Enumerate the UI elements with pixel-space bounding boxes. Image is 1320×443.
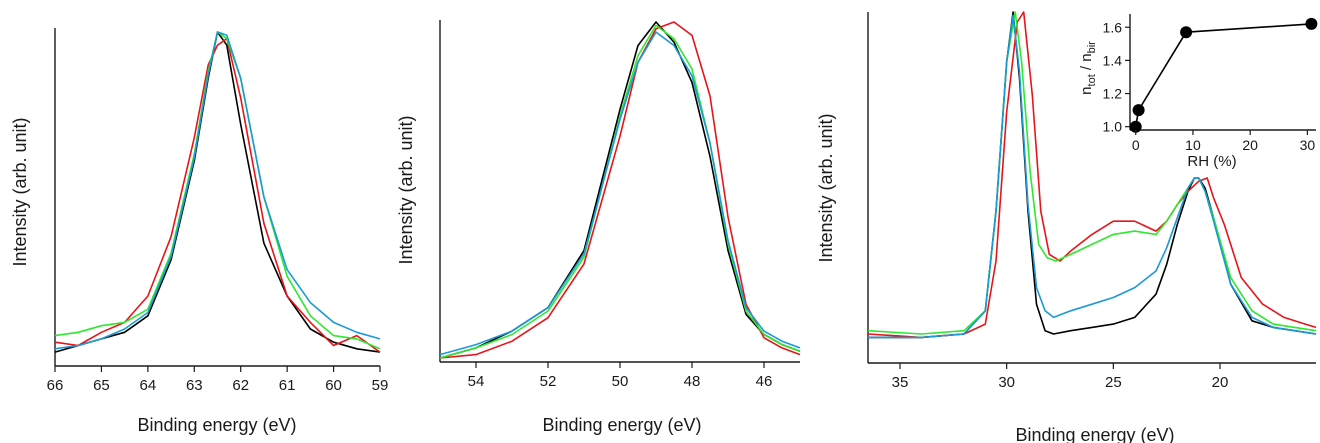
panel-3-y-axis-label: Intensity (arb. unit)	[816, 113, 836, 262]
inset-x-ticks: 0 10 20 30	[1132, 130, 1316, 153]
panel-2-x-tick-label: 46	[756, 373, 773, 390]
panel-3-x-tick-label: 30	[998, 374, 1015, 391]
panel-3-series-red-line	[867, 11, 1317, 339]
panel-1-series-black-line	[54, 31, 381, 353]
panel-1-x-tick-label: 59	[372, 377, 389, 394]
inset-point	[1305, 17, 1318, 30]
panel-1-x-tick-label: 61	[279, 377, 296, 394]
panel-3-x-ticks: 35 30 25 20	[892, 363, 1229, 391]
inset-chart: 0 10 20 30 1.0 1.2 1.4 1.6 RH (%) ntot / nbir	[1078, 14, 1318, 170]
panel-2-x-ticks: 54 52 50 48 46	[468, 362, 773, 390]
panel-1-x-tick-label: 62	[232, 377, 249, 394]
panel-3-x-tick-label: 20	[1212, 374, 1229, 391]
panel-2-x-tick-label: 52	[540, 373, 557, 390]
inset-y-tick-label: 1.0	[1103, 119, 1123, 135]
panel-3-x-tick-label: 25	[1105, 374, 1122, 391]
panel-3-axes	[867, 12, 1316, 364]
panel-1-chart: 66 65 64 63 62 61 60 59 Binding energy (eV) Int…	[10, 28, 388, 435]
panel-3-x-tick-label: 35	[892, 374, 909, 391]
inset-axes	[1129, 14, 1316, 131]
inset-y-axis-label: ntot / nbir	[1078, 41, 1098, 95]
inset-y-tick-label: 1.6	[1103, 19, 1123, 35]
panel-1-series-green-line	[54, 31, 381, 350]
inset-y-label-sub2: bir	[1086, 41, 1098, 54]
inset-y-tick-label: 1.4	[1103, 52, 1123, 68]
inset-x-tick-label: 0	[1132, 137, 1140, 153]
panel-2-x-tick-label: 54	[468, 373, 485, 390]
panel-1-y-axis-label: Intensity (arb. unit)	[10, 117, 30, 266]
inset-connecting-line	[1134, 23, 1312, 127]
inset-y-label-sub1: tot	[1086, 74, 1098, 86]
panel-1-axes	[54, 28, 380, 367]
panel-1-series	[54, 31, 381, 353]
inset-y-label-main: n	[1078, 86, 1095, 94]
inset-point	[1132, 104, 1145, 117]
inset-x-tick-label: 20	[1242, 137, 1258, 153]
inset-y-label-sep: / n	[1078, 53, 1095, 74]
inset-point	[1129, 120, 1142, 133]
panel-2-series-red-line	[439, 21, 801, 359]
inset-x-axis-label: RH (%)	[1187, 153, 1236, 170]
panel-1-x-tick-label: 66	[47, 377, 64, 394]
panel-1-series-red-line	[54, 37, 381, 353]
inset-point	[1180, 26, 1193, 39]
panel-1-x-ticks: 66 65 64 63 62 61 60 59	[47, 366, 389, 394]
panel-2-series	[439, 21, 801, 359]
inset-line	[1134, 23, 1312, 127]
panel-3-series-blue-line	[868, 14, 1317, 339]
inset-x-tick-label: 30	[1300, 137, 1316, 153]
panel-2-x-axis-label: Binding energy (eV)	[542, 415, 701, 435]
panel-3-series	[867, 11, 1317, 339]
panel-1-x-axis-label: Binding energy (eV)	[137, 415, 296, 435]
panel-2-x-tick-label: 50	[612, 373, 629, 390]
panel-2-series-green-line	[439, 24, 801, 359]
panel-1-x-tick-label: 63	[186, 377, 203, 394]
panel-2-x-tick-label: 48	[684, 373, 701, 390]
inset-y-ticks: 1.0 1.2 1.4 1.6	[1103, 19, 1130, 135]
inset-x-tick-label: 10	[1185, 137, 1201, 153]
panel-3-x-axis-label: Binding energy (eV)	[1015, 425, 1174, 443]
inset-points	[1129, 17, 1318, 133]
panel-1-x-tick-label: 60	[325, 377, 342, 394]
panel-1-x-tick-label: 64	[140, 377, 157, 394]
inset-y-tick-label: 1.2	[1103, 86, 1123, 102]
panel-2-y-axis-label: Intensity (arb. unit)	[396, 115, 416, 264]
panel-2-series-blue-line	[439, 31, 801, 356]
panel-3-chart: 35 30 25 20 Binding energy (eV) Intensity (…	[816, 11, 1318, 443]
panel-1-series-blue-line	[54, 31, 381, 350]
panel-1-x-tick-label: 65	[93, 377, 110, 394]
panel-2-chart: 54 52 50 48 46 Binding energy (eV) Intensity…	[396, 20, 801, 435]
